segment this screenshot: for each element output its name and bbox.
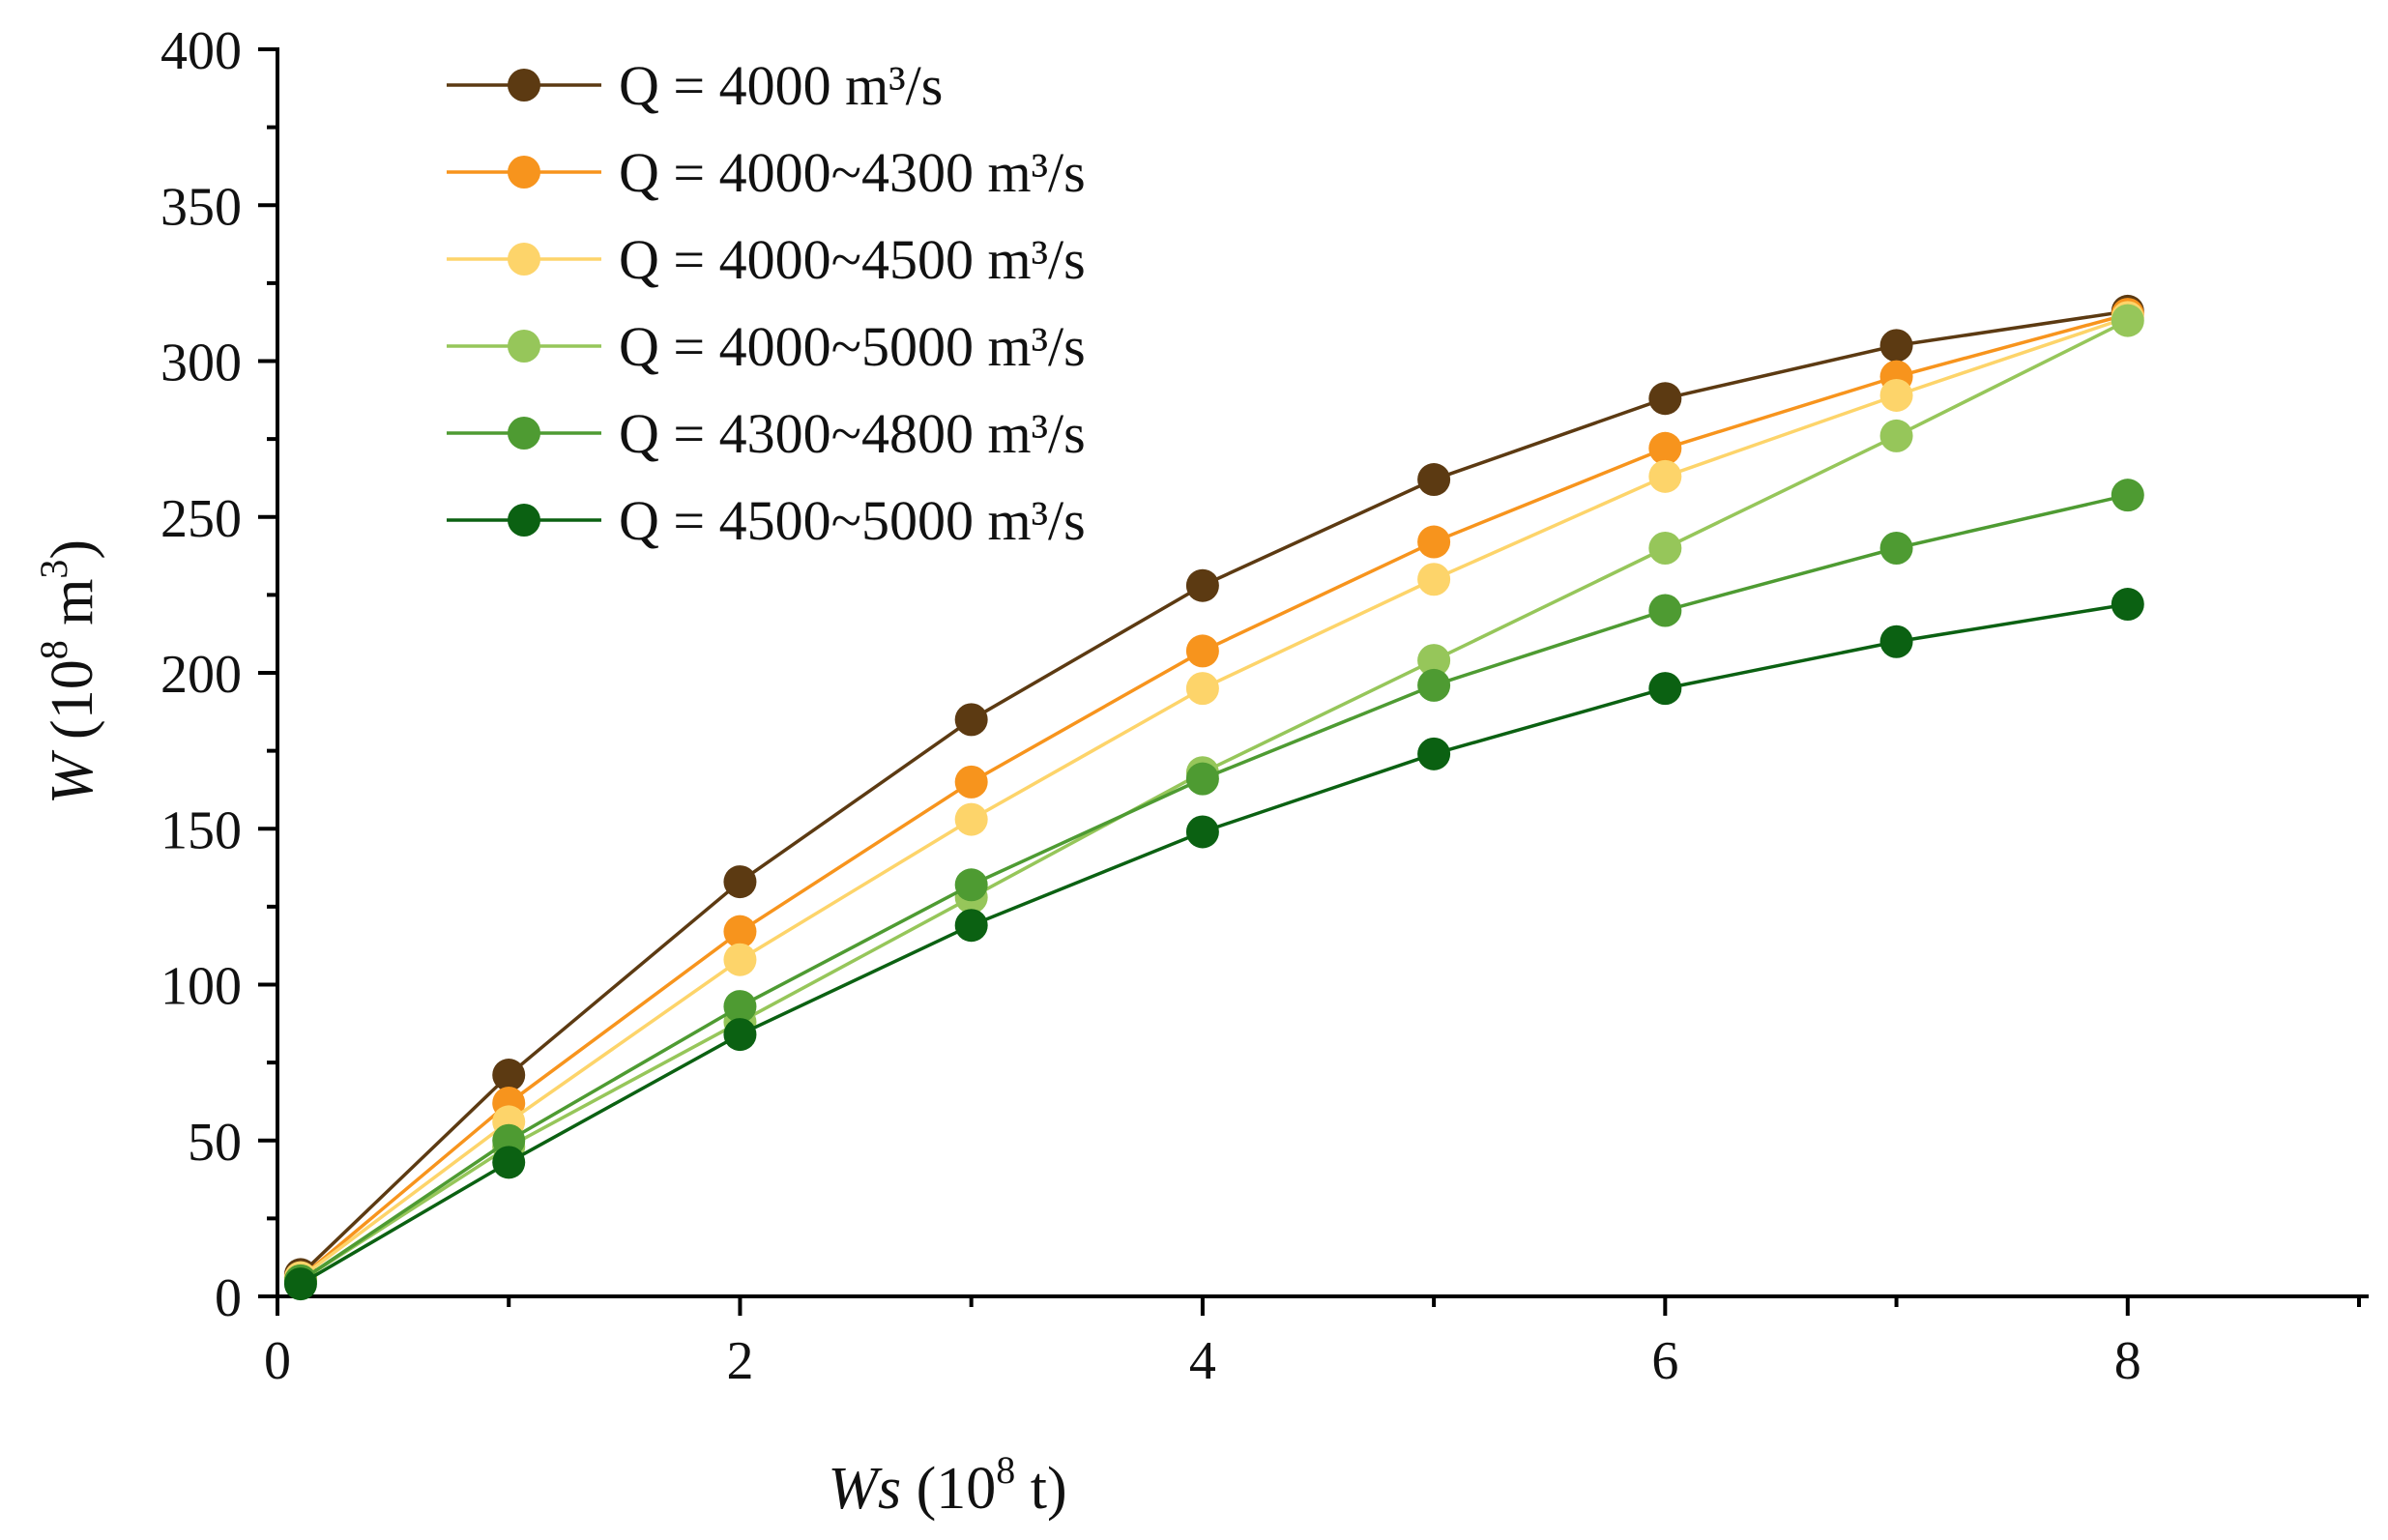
data-point bbox=[954, 703, 988, 737]
data-point bbox=[1417, 525, 1451, 559]
series-4 bbox=[283, 304, 2144, 1297]
data-point bbox=[1879, 378, 1913, 412]
axes bbox=[276, 47, 2369, 1298]
data-point bbox=[1185, 568, 1219, 602]
legend-item-3: Q = 4000~4500 m³/s bbox=[447, 228, 1086, 291]
legend-marker bbox=[508, 243, 540, 276]
data-point bbox=[1648, 382, 1682, 416]
x-tick-label: 8 bbox=[2114, 1331, 2141, 1391]
data-point bbox=[1185, 672, 1219, 706]
data-point bbox=[723, 865, 757, 899]
legend-marker bbox=[508, 504, 540, 537]
y-axis-title-unit: (10 bbox=[40, 659, 105, 754]
data-point bbox=[1648, 594, 1682, 627]
y-tick-label: 300 bbox=[160, 334, 242, 393]
series-line bbox=[299, 319, 2129, 1283]
series-6 bbox=[283, 588, 2144, 1301]
data-point bbox=[1185, 762, 1219, 796]
legend-item-1: Q = 4000 m³/s bbox=[447, 54, 943, 117]
data-point bbox=[283, 1267, 317, 1301]
data-point bbox=[1879, 625, 1913, 658]
series-line bbox=[299, 493, 2129, 1283]
data-point bbox=[1417, 737, 1451, 770]
legend-label: Q = 4000~5000 m³/s bbox=[619, 315, 1086, 378]
y-axis-title-unit-m: m bbox=[40, 579, 105, 641]
data-point bbox=[492, 1059, 526, 1092]
y-tick-label: 400 bbox=[160, 21, 242, 81]
data-point bbox=[1879, 419, 1913, 452]
data-point bbox=[1648, 532, 1682, 565]
y-tick-label: 350 bbox=[160, 177, 242, 237]
series-2 bbox=[283, 298, 2144, 1294]
ticks: 0 2 4 6 8 0 50 100 150 200 250 300 350 400 bbox=[160, 21, 2361, 1391]
data-point bbox=[1185, 815, 1219, 849]
y-tick-label: 250 bbox=[160, 489, 242, 549]
y-tick-label: 200 bbox=[160, 645, 242, 705]
data-point bbox=[723, 915, 757, 948]
legend-label: Q = 4000~4500 m³/s bbox=[619, 228, 1086, 291]
data-point bbox=[1648, 672, 1682, 706]
data-point bbox=[1417, 668, 1451, 702]
data-point bbox=[954, 802, 988, 836]
y-axis-title-exponent: 8 bbox=[32, 640, 75, 659]
legend-item-4: Q = 4000~5000 m³/s bbox=[447, 315, 1086, 378]
legend-item-6: Q = 4500~5000 m³/s bbox=[447, 489, 1086, 552]
series bbox=[283, 294, 2144, 1301]
y-tick-label: 50 bbox=[188, 1113, 242, 1173]
x-tick-label: 2 bbox=[726, 1331, 753, 1391]
data-point bbox=[954, 909, 988, 943]
legend-label: Q = 4500~5000 m³/s bbox=[619, 489, 1086, 552]
y-tick-label: 0 bbox=[215, 1268, 242, 1328]
legend-marker bbox=[508, 69, 540, 102]
data-point bbox=[1648, 459, 1682, 493]
data-point bbox=[1417, 563, 1451, 596]
series-5 bbox=[283, 479, 2144, 1297]
x-axis-title-variable: Ws bbox=[828, 1456, 901, 1522]
x-axis-title-unit-end: t) bbox=[1015, 1456, 1066, 1522]
data-point bbox=[1879, 532, 1913, 565]
y-tick-label: 150 bbox=[160, 800, 242, 860]
y-axis-title-unit-end: ) bbox=[40, 539, 105, 560]
x-axis-title-unit: (10 bbox=[901, 1456, 996, 1522]
data-point bbox=[492, 1146, 526, 1179]
legend-label: Q = 4300~4800 m³/s bbox=[619, 402, 1086, 465]
data-point bbox=[1417, 463, 1451, 497]
y-axis-title: W (108 m3) bbox=[32, 539, 105, 804]
data-point bbox=[1417, 644, 1451, 678]
series-1 bbox=[283, 294, 2144, 1292]
data-point bbox=[1648, 431, 1682, 465]
series-line bbox=[300, 602, 2129, 1286]
legend-marker bbox=[508, 156, 540, 189]
legend-label: Q = 4000~4300 m³/s bbox=[619, 141, 1086, 204]
data-point bbox=[954, 765, 988, 799]
data-point bbox=[2111, 479, 2144, 512]
series-line bbox=[299, 315, 2129, 1280]
legend-marker bbox=[508, 330, 540, 363]
legend-marker bbox=[508, 417, 540, 450]
legend-item-2: Q = 4000~4300 m³/s bbox=[447, 141, 1086, 204]
data-point bbox=[723, 990, 757, 1024]
data-point bbox=[2111, 588, 2144, 622]
data-point bbox=[723, 1018, 757, 1052]
x-axis-title: Ws (108 t) bbox=[828, 1448, 1066, 1522]
data-point bbox=[2111, 304, 2144, 337]
series-line bbox=[299, 312, 2129, 1279]
data-point bbox=[954, 868, 988, 902]
x-tick-label: 4 bbox=[1189, 1331, 1216, 1391]
x-tick-label: 0 bbox=[264, 1331, 291, 1391]
x-axis-title-exponent: 8 bbox=[996, 1448, 1015, 1492]
data-point bbox=[1185, 634, 1219, 668]
data-point bbox=[1879, 329, 1913, 363]
legend: Q = 4000 m³/s Q = 4000~4300 m³/s Q = 4000~… bbox=[447, 54, 1086, 552]
x-tick-label: 6 bbox=[1651, 1331, 1678, 1391]
legend-item-5: Q = 4300~4800 m³/s bbox=[447, 402, 1086, 465]
y-axis-title-variable: W bbox=[40, 749, 105, 804]
legend-label: Q = 4000 m³/s bbox=[619, 54, 943, 117]
y-tick-label: 100 bbox=[160, 957, 242, 1017]
y-axis-title-exponent-3: 3 bbox=[32, 560, 75, 579]
data-point bbox=[723, 943, 757, 976]
